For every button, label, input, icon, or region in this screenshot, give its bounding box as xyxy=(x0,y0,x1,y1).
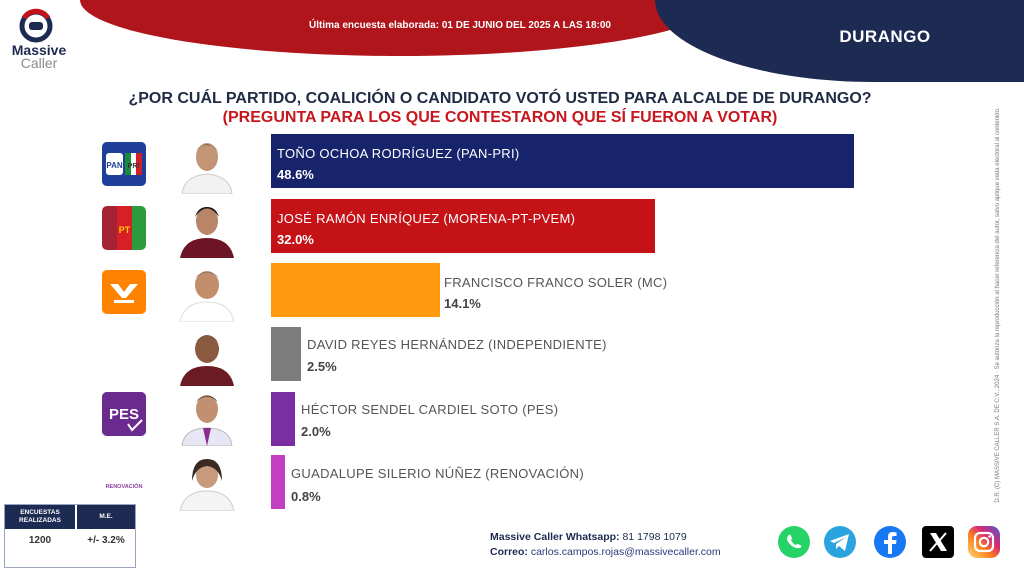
bar-0 xyxy=(271,134,854,188)
bar-1 xyxy=(271,199,655,253)
bar-3 xyxy=(271,327,301,381)
massive-caller-logo-icon xyxy=(19,8,53,43)
candidate-photo-icon xyxy=(180,335,234,386)
label-1: JOSÉ RAMÓN ENRÍQUEZ (MORENA-PT-PVEM) xyxy=(277,211,576,226)
logo-line2: Caller xyxy=(20,55,58,71)
whatsapp-label: Massive Caller Whatsapp: xyxy=(490,531,620,543)
renovacion-logo-text: RENOVACIÓN xyxy=(106,482,143,490)
value-3: 2.5% xyxy=(307,359,337,374)
stats-header-margin: M.E. xyxy=(77,505,135,529)
bar-5 xyxy=(271,455,285,509)
candidate-photo-icon xyxy=(181,395,233,446)
side-note: D.R. (C) MASSIVE CALLER S.A. DE C.V., 20… xyxy=(968,107,1024,502)
survey-question: ¿POR CUÁL PARTIDO, COALICIÓN O CANDIDATO… xyxy=(128,90,872,107)
label-4: HÉCTOR SENDEL CARDIEL SOTO (PES) xyxy=(301,402,559,417)
result-row: RENOVACIÓN GUADALUPE SILERIO NÚÑEZ (RENO… xyxy=(0,453,1024,515)
side-note-text: D.R. (C) MASSIVE CALLER S.A. DE C.V., 20… xyxy=(995,107,1001,503)
survey-date: Última encuesta elaborada: 01 DE JUNIO D… xyxy=(309,20,611,31)
email-label: Correo: xyxy=(490,546,528,558)
value-0: 48.6% xyxy=(277,167,314,182)
svg-text:PAN: PAN xyxy=(106,161,123,170)
pes-logo-text: PES xyxy=(109,406,139,423)
label-2: FRANCISCO FRANCO SOLER (MC) xyxy=(444,275,668,290)
whatsapp-number[interactable]: 81 1798 1079 xyxy=(622,531,687,543)
instagram-icon[interactable] xyxy=(966,524,1002,560)
pan-pri-logo-icon: PAN PRI xyxy=(102,142,146,186)
bar-2 xyxy=(271,263,440,317)
label-5: GUADALUPE SILERIO NÚÑEZ (RENOVACIÓN) xyxy=(291,466,584,481)
pes-logo-icon: PES xyxy=(102,392,146,436)
email-link[interactable]: carlos.campos.rojas@massivecaller.com xyxy=(530,546,721,558)
bar-4 xyxy=(271,392,295,446)
result-row: PAN PRI TOÑO OCHOA RODRÍGUEZ (PAN-PRI) 4… xyxy=(0,132,1024,194)
logo-text: Massive Caller xyxy=(4,42,74,71)
svg-text:PRI: PRI xyxy=(128,163,140,170)
x-icon[interactable] xyxy=(920,524,956,560)
result-row: PES HÉCTOR SENDEL CARDIEL SOTO (PES) 2.0… xyxy=(0,390,1024,452)
renovacion-logo-icon: RENOVACIÓN xyxy=(102,463,146,507)
candidate-photo-icon xyxy=(181,143,233,194)
stats-header-surveys: ENCUESTAS REALIZADAS xyxy=(5,505,75,529)
label-0: TOÑO OCHOA RODRÍGUEZ (PAN-PRI) xyxy=(277,146,520,161)
candidate-photo-icon xyxy=(179,271,235,322)
result-row: DAVID REYES HERNÁNDEZ (INDEPENDIENTE) 2.… xyxy=(0,326,1024,388)
value-4: 2.0% xyxy=(301,424,331,439)
result-row: FRANCISCO FRANCO SOLER (MC) 14.1% xyxy=(0,262,1024,324)
morena-pt-pvem-logo-icon: PT xyxy=(102,206,146,250)
region-title: DURANGO xyxy=(839,27,931,46)
label-3: DAVID REYES HERNÁNDEZ (INDEPENDIENTE) xyxy=(307,337,607,352)
value-2: 14.1% xyxy=(444,296,481,311)
survey-subquestion: (PREGUNTA PARA LOS QUE CONTESTARON QUE S… xyxy=(222,109,778,126)
logo-line1: Massive xyxy=(11,42,67,58)
telegram-icon[interactable] xyxy=(822,524,858,560)
result-row: PT JOSÉ RAMÓN ENRÍQUEZ (MORENA-PT-PVEM) … xyxy=(0,198,1024,260)
value-5: 0.8% xyxy=(291,489,321,504)
stats-value-surveys: 1200 xyxy=(28,535,52,546)
facebook-icon[interactable] xyxy=(872,524,908,560)
contact-info: Massive Caller Whatsapp: 81 1798 1079 Co… xyxy=(490,530,721,560)
stats-box: ENCUESTAS REALIZADAS M.E. 1200 +/- 3.2% xyxy=(4,504,136,568)
svg-text:PT: PT xyxy=(119,225,131,235)
candidate-photo-icon xyxy=(179,459,235,511)
value-1: 32.0% xyxy=(277,232,314,247)
whatsapp-icon[interactable] xyxy=(776,524,812,560)
candidate-photo-icon xyxy=(180,207,234,258)
stats-value-margin: +/- 3.2% xyxy=(87,535,125,546)
mc-logo-icon xyxy=(102,270,146,314)
